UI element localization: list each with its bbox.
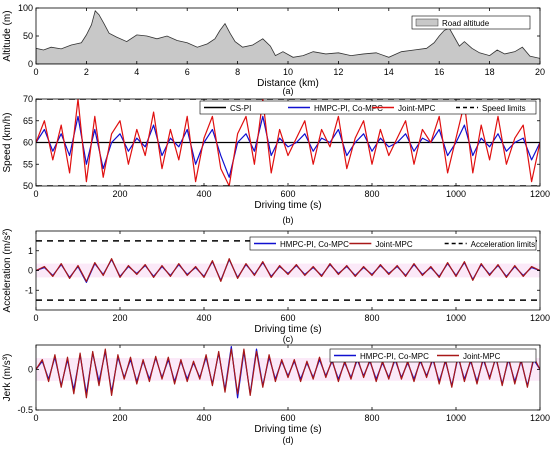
x-axis-label: Driving time (s) xyxy=(254,200,321,211)
x-tick-label: 200 xyxy=(112,413,127,423)
plot-area xyxy=(36,346,540,399)
y-tick-label: 60 xyxy=(23,138,33,148)
x-tick-label: 400 xyxy=(196,313,211,323)
panel-label: (d) xyxy=(283,435,294,445)
x-tick-label: 12 xyxy=(333,67,343,77)
legend-label: Speed limits xyxy=(482,104,526,113)
y-axis-label: Speed (km/h) xyxy=(2,112,13,172)
y-tick-label: -0.5 xyxy=(17,405,33,415)
legend-box xyxy=(329,348,537,363)
y-tick-label: 0 xyxy=(28,364,33,374)
legend-label: Joint-MPC xyxy=(375,240,413,249)
x-tick-label: 0 xyxy=(33,313,38,323)
y-axis-label: Altitude (m) xyxy=(2,10,13,61)
y-axis-label: Acceleration (m/s²) xyxy=(2,229,13,313)
x-tick-label: 1200 xyxy=(530,313,550,323)
legend: HMPC-PI, Co-MPC Joint-MPC Acceleration lim… xyxy=(249,236,537,251)
x-tick-label: 1200 xyxy=(530,189,550,199)
series-joint-mpc-line xyxy=(36,258,540,282)
plot-area xyxy=(36,10,540,64)
series-road-altitude-area xyxy=(36,10,540,64)
y-tick-label: 100 xyxy=(18,3,33,13)
x-tick-label: 16 xyxy=(434,67,444,77)
x-tick-label: 10 xyxy=(283,67,293,77)
legend-swatch xyxy=(415,18,439,27)
y-tick-label: 65 xyxy=(23,116,33,126)
y-axis-label: Jerk (m/s³) xyxy=(2,354,13,402)
legend-label: HMPC-PI, Co-MPC xyxy=(360,352,429,361)
x-tick-label: 8 xyxy=(235,67,240,77)
x-tick-label: 1000 xyxy=(446,413,466,423)
x-tick-label: 1200 xyxy=(530,413,550,423)
x-tick-label: 6 xyxy=(185,67,190,77)
legend-box xyxy=(411,15,531,30)
x-tick-label: 400 xyxy=(196,413,211,423)
legend-label: HMPC-PI, Co-MPC xyxy=(280,240,349,249)
x-tick-label: 800 xyxy=(364,413,379,423)
x-tick-label: 4 xyxy=(134,67,139,77)
y-tick-label: -1 xyxy=(25,285,33,295)
x-tick-label: 14 xyxy=(384,67,394,77)
x-tick-label: 400 xyxy=(196,189,211,199)
legend-label: Joint-MPC xyxy=(398,104,436,113)
x-tick-label: 600 xyxy=(280,413,295,423)
x-axis-label: Driving time (s) xyxy=(254,324,321,335)
legend-label: Joint-MPC xyxy=(463,352,501,361)
y-tick-label: 70 xyxy=(23,94,33,104)
series-hmpc-pi-co-mpc-line xyxy=(36,115,540,178)
x-axis-label: Driving time (s) xyxy=(254,424,321,435)
y-tick-label: 50 xyxy=(23,181,33,191)
x-tick-label: 800 xyxy=(364,313,379,323)
x-tick-label: 0 xyxy=(33,67,38,77)
x-tick-label: 200 xyxy=(112,189,127,199)
legend-label: Road altitude xyxy=(442,19,490,28)
x-tick-label: 800 xyxy=(364,189,379,199)
legend: CS-PI HMPC-PI, Co-MPC Joint-MPC Speed limit… xyxy=(199,100,537,115)
shaded-band xyxy=(36,358,540,381)
x-axis-label: Distance (km) xyxy=(257,78,319,89)
x-tick-label: 1000 xyxy=(446,313,466,323)
legend-box xyxy=(199,100,537,115)
x-tick-label: 1000 xyxy=(446,189,466,199)
legend: Road altitude xyxy=(411,15,531,30)
x-tick-label: 0 xyxy=(33,413,38,423)
y-tick-label: 50 xyxy=(23,31,33,41)
x-tick-label: 600 xyxy=(280,189,295,199)
y-tick-label: 0 xyxy=(28,266,33,276)
x-tick-label: 600 xyxy=(280,313,295,323)
x-tick-label: 0 xyxy=(33,189,38,199)
legend: HMPC-PI, Co-MPC Joint-MPC xyxy=(329,348,537,363)
x-tick-label: 2 xyxy=(84,67,89,77)
legend-label: CS-PI xyxy=(230,104,251,113)
panel-b: 0 200 400 600 800 1000 1200 50 55 60 65 70 Driving t… xyxy=(2,94,550,225)
y-tick-label: 0 xyxy=(28,59,33,69)
panel-label: (c) xyxy=(283,334,294,344)
legend-box xyxy=(249,236,537,251)
x-tick-label: 200 xyxy=(112,313,127,323)
legend-label: Acceleration limits xyxy=(471,240,535,249)
y-tick-label: 55 xyxy=(23,159,33,169)
x-tick-label: 20 xyxy=(535,67,545,77)
shaded-band xyxy=(36,263,540,278)
y-tick-label: 1 xyxy=(28,246,33,256)
plot-area xyxy=(36,99,540,186)
panel-a: 0 2 4 6 8 10 12 14 16 18 20 0 50 100 Distance (km) Alti… xyxy=(2,3,545,96)
panel-label: (b) xyxy=(283,215,294,225)
panel-label: (a) xyxy=(283,86,294,96)
x-tick-label: 18 xyxy=(485,67,495,77)
legend-label: HMPC-PI, Co-MPC xyxy=(314,104,383,113)
panel-c: 0 200 400 600 800 1000 1200 -1 0 1 Driving time (s… xyxy=(2,229,550,344)
series-joint-mpc-line xyxy=(36,99,540,186)
series-joint-mpc-line xyxy=(36,348,540,399)
